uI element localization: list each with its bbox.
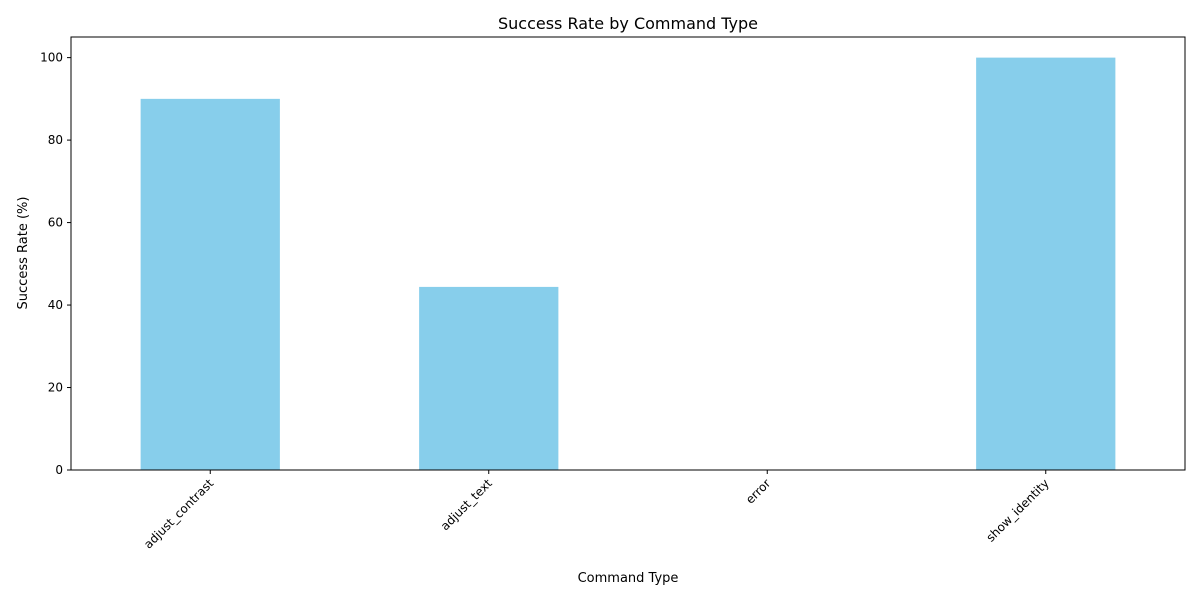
y-tick-label: 0 — [55, 463, 63, 477]
x-axis-label: Command Type — [578, 571, 679, 586]
x-tick-label: adjust_contrast — [141, 476, 216, 551]
x-tick-label: show_identity — [983, 476, 1051, 544]
axes-layer — [70, 36, 1186, 471]
y-tick-label: 40 — [48, 298, 63, 312]
y-tick-label: 100 — [40, 51, 63, 65]
bar-show-identity — [976, 57, 1116, 471]
y-tick-label: 20 — [48, 381, 63, 395]
bars-layer — [140, 57, 1116, 471]
y-axis-label: Success Rate (%) — [16, 197, 31, 310]
y-tick-label: 80 — [48, 133, 63, 147]
chart-title: Success Rate by Command Type — [498, 14, 758, 33]
bar-adjust-contrast — [140, 98, 280, 471]
plot-frame — [70, 36, 1186, 471]
x-tick-label: error — [743, 476, 773, 506]
bar-adjust-text — [419, 286, 559, 470]
x-tick-label: adjust_text — [438, 476, 495, 533]
y-tick-label: 60 — [48, 216, 63, 230]
